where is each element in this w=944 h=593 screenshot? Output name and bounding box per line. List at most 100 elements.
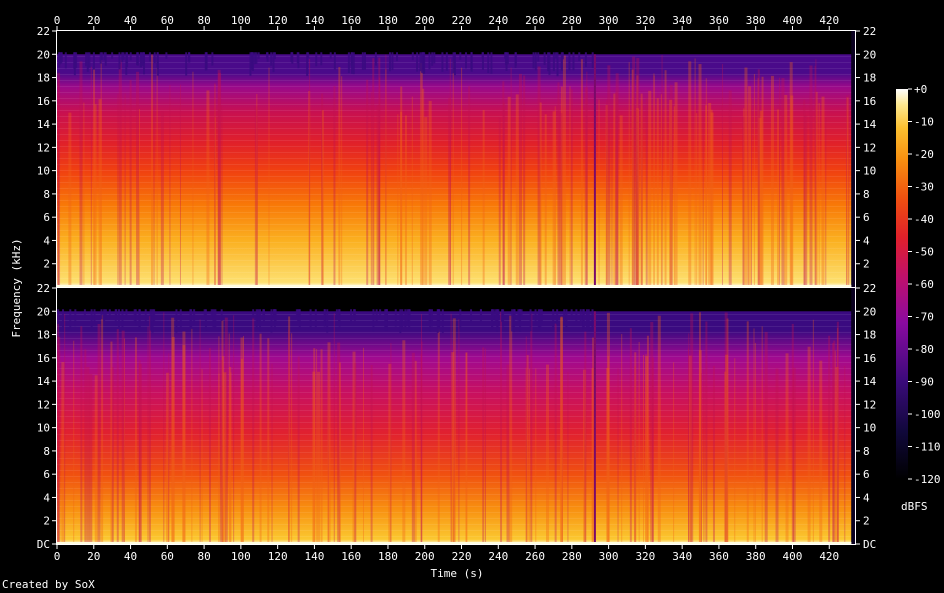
- cutoff-fuzz: [75, 52, 78, 69]
- transient-streak: [629, 328, 632, 544]
- cutoff-fuzz: [431, 52, 434, 66]
- transient-streak: [546, 364, 550, 544]
- transient-streak: [844, 366, 846, 544]
- transient-streak: [748, 86, 752, 288]
- colorbar-tick-label: -100: [914, 408, 941, 421]
- transient-streak: [448, 98, 452, 287]
- transient-streak: [710, 109, 713, 288]
- cutoff-fuzz: [212, 309, 215, 328]
- transient-streak: [254, 106, 258, 287]
- cutoff-fuzz: [306, 52, 309, 77]
- transient-streak: [694, 58, 696, 287]
- cutoff-fuzz: [141, 52, 144, 66]
- colorbar-tick-label: -120: [914, 473, 941, 486]
- transient-streak: [420, 63, 423, 287]
- cutoff-fuzz: [490, 52, 493, 74]
- transient-streak: [634, 109, 638, 287]
- transient-streak: [506, 364, 510, 544]
- transient-streak: [836, 321, 839, 544]
- harmonic-bands: [57, 311, 852, 544]
- colorbar-gradient: [896, 89, 908, 479]
- cutoff-fuzz: [504, 52, 507, 66]
- transient-streak: [557, 82, 560, 287]
- x-tick-label: 280: [562, 14, 582, 27]
- cutoff-fuzz: [547, 52, 550, 72]
- transient-streak: [615, 92, 619, 287]
- transient-streak: [832, 342, 835, 544]
- transient-streak: [743, 108, 745, 287]
- transient-streak: [228, 333, 230, 544]
- transient-streak: [584, 87, 588, 287]
- transient-streak: [825, 117, 827, 287]
- cutoff-fuzz: [578, 52, 581, 62]
- cutoff-fuzz: [517, 309, 520, 321]
- transient-streak: [93, 68, 96, 288]
- y-tick-label: 4: [43, 491, 50, 504]
- transient-streak: [453, 341, 455, 544]
- x-tick-label: 160: [341, 14, 361, 27]
- cutoff-fuzz: [108, 309, 111, 320]
- transient-streak: [129, 80, 132, 288]
- cutoff-fuzz: [481, 52, 484, 70]
- cutoff-fuzz: [582, 309, 585, 329]
- y-tick-label: 22: [863, 25, 876, 38]
- cutoff-fuzz: [274, 309, 277, 324]
- y-tick-label: DC: [863, 538, 876, 551]
- cutoff-fuzz: [401, 309, 404, 330]
- transient-streak: [80, 326, 83, 544]
- cutoff-fuzz: [136, 52, 139, 66]
- transient-streak: [385, 54, 387, 287]
- cutoff-fuzz: [333, 52, 336, 70]
- cutoff-fuzz: [560, 52, 563, 71]
- x-tick-label: 380: [746, 550, 766, 563]
- transient-streak: [742, 116, 745, 288]
- x-axis: 0 0 20 20 40 40 60 60 80 80 100 100 120 120 140 140 160 1…: [54, 14, 840, 563]
- cutoff-fuzz: [118, 309, 121, 327]
- cutoff-fuzz: [374, 52, 377, 66]
- y-tick-label: 14: [863, 375, 877, 388]
- transient-streak: [118, 64, 121, 287]
- transient-streak: [57, 72, 61, 288]
- cutoff-fuzz: [543, 52, 546, 66]
- transient-streak: [673, 362, 675, 544]
- transient-streak: [539, 102, 542, 287]
- x-tick-label: 360: [709, 14, 729, 27]
- transient-streak: [580, 59, 583, 287]
- transient-streak: [327, 342, 331, 544]
- transient-streak: [422, 88, 425, 287]
- transient-streak: [529, 368, 531, 544]
- cutoff-fuzz: [204, 309, 207, 331]
- transient-streak: [378, 57, 381, 287]
- transient-streak: [559, 113, 563, 287]
- y-tick-label: 14: [37, 118, 51, 131]
- transient-streak: [182, 345, 186, 544]
- x-tick-label: 40: [124, 550, 137, 563]
- cutoff-fuzz: [404, 309, 407, 327]
- x-tick-label: 0: [54, 14, 61, 27]
- x-tick-label: 240: [488, 14, 508, 27]
- cutoff-fuzz: [556, 309, 559, 325]
- transient-streak: [171, 337, 175, 544]
- y-tick-label: 18: [863, 329, 876, 342]
- cutoff-fuzz: [518, 309, 521, 322]
- cutoff-fuzz: [262, 309, 265, 319]
- transient-streak: [465, 352, 467, 544]
- cutoff-fuzz: [385, 309, 388, 332]
- transient-streak: [230, 372, 232, 544]
- cutoff-fuzz: [452, 52, 455, 74]
- transient-streak: [815, 91, 818, 287]
- cutoff-fuzz: [480, 309, 483, 320]
- y-tick-label: 16: [37, 352, 50, 365]
- transient-streak: [461, 67, 463, 287]
- track-boundary: [593, 311, 596, 544]
- transient-streak: [222, 356, 225, 544]
- transient-streak: [428, 100, 432, 287]
- y-tick-label: 16: [863, 352, 876, 365]
- cutoff-fuzz: [153, 309, 156, 321]
- cutoff-fuzz: [297, 309, 300, 321]
- cutoff-fuzz: [62, 309, 65, 332]
- cutoff-fuzz: [361, 52, 364, 70]
- y-tick-label: 10: [863, 422, 876, 435]
